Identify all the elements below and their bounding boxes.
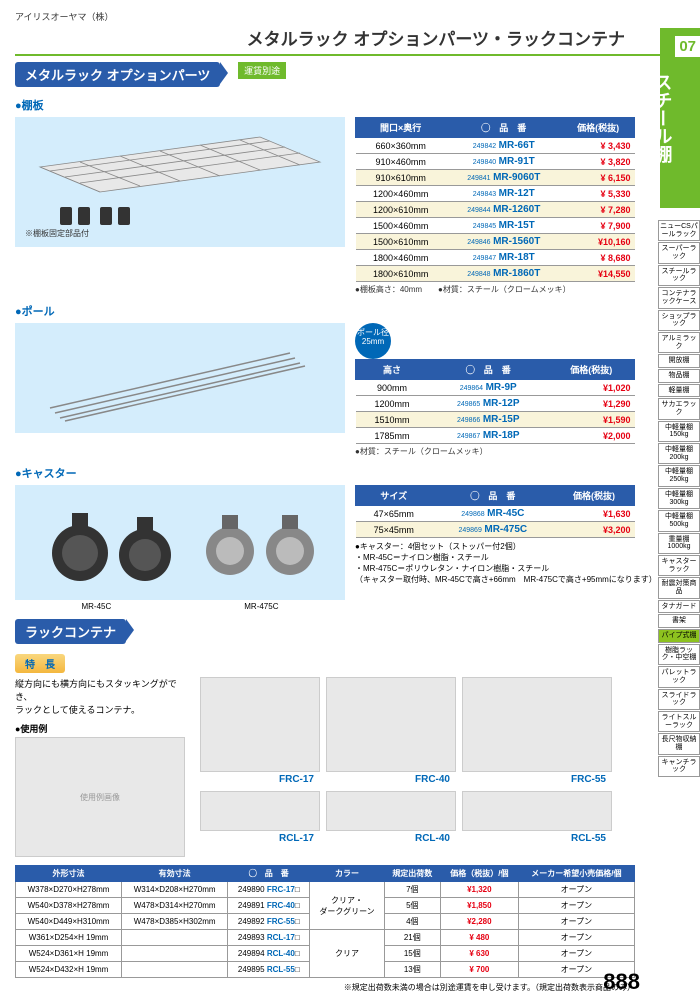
company-name: アイリスオーヤマ（株） <box>15 10 685 23</box>
page-number: 888 <box>603 969 640 995</box>
shelf-footnote: ●棚板高さ：40mm ●材質：スチール（クロームメッキ） <box>355 284 635 295</box>
features-badge: 特 長 <box>15 654 65 673</box>
caster-labels: MR-45C MR-475C <box>15 602 345 611</box>
caster-illustration <box>30 493 330 593</box>
usage-example-image: 使用例画像 <box>15 737 185 857</box>
pole-illustration <box>30 333 330 423</box>
option-parts-header: メタルラック オプションパーツ <box>15 62 220 87</box>
shelf-table: 間口×奥行◯ 品 番価格(税抜)660×360mm249842 MR-66T¥ … <box>355 117 635 282</box>
pole-table: 高さ◯ 品 番価格(税抜)900mm249864 MR-9P¥1,0201200… <box>355 359 635 444</box>
page-title: メタルラック オプションパーツ・ラックコンテナ <box>15 25 685 50</box>
caster-label-1: MR-45C <box>81 602 111 611</box>
section-tab: 07 スチール棚 <box>660 28 700 208</box>
rack-description: 縦方向にも横方向にもスタッキングができ、 ラックとして使えるコンテナ。 <box>15 677 190 716</box>
usage-example-label: ●使用例 <box>15 722 190 735</box>
rack-container-header: ラックコンテナ <box>15 619 126 644</box>
divider <box>15 54 685 56</box>
product-grid: FRC-17FRC-40FRC-55RCL-17RCL-40RCL-55 <box>200 677 685 844</box>
section-name: スチール棚 <box>652 73 672 163</box>
shipping-badge: 運賃別途 <box>238 62 286 79</box>
rack-spec-table: 外形寸法有効寸法◯ 品 番カラー規定出荷数価格（税抜）/個メーカー希望小売価格/… <box>15 865 635 978</box>
caster-notes: ●キャスター：4個セット（ストッパー付2個）・MR-45C＝ナイロン樹脂・スチー… <box>355 541 657 585</box>
caster-table: サイズ◯ 品 番価格(税抜)47×65mm249868 MR-45C¥1,630… <box>355 485 635 538</box>
shelf-illustration <box>30 127 330 237</box>
pole-diameter-badge: ポール径 25mm <box>355 323 391 359</box>
caster-image-area <box>15 485 345 600</box>
side-navigation: ニューCSパールラックスーパーラックスチールラックコンテナラックケースショップラ… <box>658 220 700 778</box>
shelf-header: ●棚板 <box>15 97 685 113</box>
section-number: 07 <box>675 36 700 57</box>
caster-header: ●キャスター <box>15 465 685 481</box>
shelf-image-area: ※棚板固定部品付 <box>15 117 345 247</box>
shelf-note: ※棚板固定部品付 <box>25 228 89 239</box>
caster-label-2: MR-475C <box>244 602 278 611</box>
pole-header: ●ポール <box>15 303 685 319</box>
pole-image-area <box>15 323 345 433</box>
pole-footnote: ●材質：スチール（クロームメッキ） <box>355 446 635 457</box>
disclaimer-text: ※規定出荷数未満の場合は別途運賃を申し受けます。（規定出荷数表示商品のみ） <box>15 982 685 993</box>
